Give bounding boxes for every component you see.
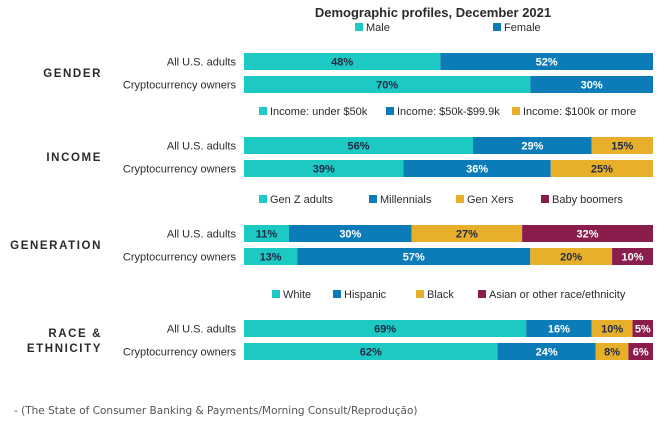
bar-segment-millennials — [297, 248, 531, 265]
row-label: All U.S. adults — [167, 57, 237, 69]
row-label: All U.S. adults — [167, 141, 237, 153]
bar-label: 24% — [536, 347, 558, 359]
bar-segment-gen-z-adults — [244, 248, 298, 265]
bar-label: 56% — [348, 141, 370, 153]
bar-segment-asian-or-other-race-ethnicity — [628, 343, 653, 360]
legend-label-income-50k-99-9k: Income: $50k-$99.9k — [397, 106, 500, 118]
bar-label: 30% — [339, 229, 361, 241]
bar-label: 20% — [560, 252, 582, 264]
bar-segment-income-under-50k — [244, 160, 404, 177]
bar-segment-baby-boomers — [612, 248, 653, 265]
group-gender: Male Female GENDER All U.S. adults 48% 52% Cry… — [43, 22, 653, 93]
legend-label-male: Male — [366, 22, 390, 34]
bar-label: 8% — [604, 347, 620, 359]
legend-swatch-gen-xers — [456, 195, 464, 203]
bar-label: 15% — [611, 141, 633, 153]
legend-swatch-income-under-50k — [259, 107, 267, 115]
group-label: INCOME — [46, 152, 102, 164]
legend-swatch-millennials — [369, 195, 377, 203]
bar-label: 70% — [376, 80, 398, 92]
row-label: Cryptocurrency owners — [123, 80, 237, 92]
bar-label: 29% — [521, 141, 543, 153]
bar-segment-millennials — [288, 225, 412, 242]
legend-label-baby-boomers: Baby boomers — [552, 194, 623, 206]
bar-label: 10% — [601, 324, 623, 336]
legend-swatch-asian-or-other-race-ethnicity — [478, 290, 486, 298]
bar-segment-income-under-50k — [244, 137, 474, 154]
legend-label-asian-or-other-race-ethnicity: Asian or other race/ethnicity — [489, 289, 626, 301]
group-income: Income: under $50k Income: $50k-$99.9k Inc… — [46, 106, 653, 177]
group-label: GENERATION — [10, 240, 102, 252]
bar-segment-female — [440, 53, 653, 70]
legend-swatch-male — [355, 23, 363, 31]
legend-label-female: Female — [504, 22, 541, 34]
bar-segment-white — [244, 320, 527, 337]
bar-segment-male — [244, 53, 441, 70]
bar-segment-female — [530, 76, 653, 93]
bar-label: 39% — [313, 164, 335, 176]
group-race-ethnicity: White Hispanic Black Asian or other race/et… — [27, 289, 653, 360]
bar-label: 52% — [536, 57, 558, 69]
bar-label: 69% — [374, 324, 396, 336]
group-label: RACE & ETHNICITY — [27, 328, 102, 355]
legend-swatch-gen-z-adults — [259, 195, 267, 203]
legend-label-income-under-50k: Income: under $50k — [270, 106, 368, 118]
legend-label-hispanic: Hispanic — [344, 289, 387, 301]
bar-segment-asian-or-other-race-ethnicity — [632, 320, 653, 337]
bar-label: 13% — [260, 252, 282, 264]
row-label: All U.S. adults — [167, 324, 237, 336]
bar-segment-black — [591, 320, 633, 337]
bar-segment-black — [595, 343, 629, 360]
bar-segment-gen-z-adults — [244, 225, 289, 242]
bar-segment-male — [244, 76, 531, 93]
bar-segment-hispanic — [497, 343, 596, 360]
legend-swatch-income-100k-or-more — [512, 107, 520, 115]
legend-swatch-female — [493, 23, 501, 31]
source-caption: - (The State of Consumer Banking & Payme… — [14, 405, 418, 417]
group-label: GENDER — [43, 68, 102, 80]
bar-label: 62% — [360, 347, 382, 359]
bar-segment-white — [244, 343, 498, 360]
bar-label: 5% — [635, 324, 651, 336]
bar-label: 25% — [591, 164, 613, 176]
row-label: Cryptocurrency owners — [123, 252, 237, 264]
bar-segment-gen-xers — [530, 248, 613, 265]
legend-label-gen-z-adults: Gen Z adults — [270, 194, 333, 206]
bar-label: 10% — [622, 252, 644, 264]
legend-swatch-white — [272, 290, 280, 298]
bar-label: 36% — [466, 164, 488, 176]
bar-label: 11% — [256, 229, 278, 241]
group-generation: Gen Z adults Millennials Gen Xers Baby boom… — [10, 194, 653, 265]
row-label: Cryptocurrency owners — [123, 347, 237, 359]
legend-label-income-100k-or-more: Income: $100k or more — [523, 106, 636, 118]
bar-segment-income-50k-99-9k — [403, 160, 551, 177]
chart-groups: Male Female GENDER All U.S. adults 48% 52% Cry… — [10, 22, 653, 360]
bar-label: 32% — [577, 229, 599, 241]
bar-label: 30% — [581, 80, 603, 92]
row-label: Cryptocurrency owners — [123, 164, 237, 176]
bar-segment-gen-xers — [411, 225, 523, 242]
bar-label: 48% — [331, 57, 353, 69]
legend-swatch-baby-boomers — [541, 195, 549, 203]
legend-swatch-black — [416, 290, 424, 298]
bar-segment-income-50k-99-9k — [473, 137, 592, 154]
bar-label: 6% — [633, 347, 649, 359]
legend-swatch-income-50k-99-9k — [386, 107, 394, 115]
legend-swatch-hispanic — [333, 290, 341, 298]
legend-label-gen-xers: Gen Xers — [467, 194, 514, 206]
chart-title: Demographic profiles, December 2021 — [315, 5, 551, 20]
legend-label-black: Black — [427, 289, 454, 301]
bar-segment-baby-boomers — [522, 225, 653, 242]
legend-label-millennials: Millennials — [380, 194, 432, 206]
row-label: All U.S. adults — [167, 229, 237, 241]
bar-label: 16% — [548, 324, 570, 336]
bar-label: 27% — [456, 229, 478, 241]
bar-segment-income-100k-or-more — [550, 160, 653, 177]
legend-label-white: White — [283, 289, 311, 301]
bar-label: 57% — [403, 252, 425, 264]
bar-segment-income-100k-or-more — [591, 137, 653, 154]
bar-segment-hispanic — [526, 320, 592, 337]
